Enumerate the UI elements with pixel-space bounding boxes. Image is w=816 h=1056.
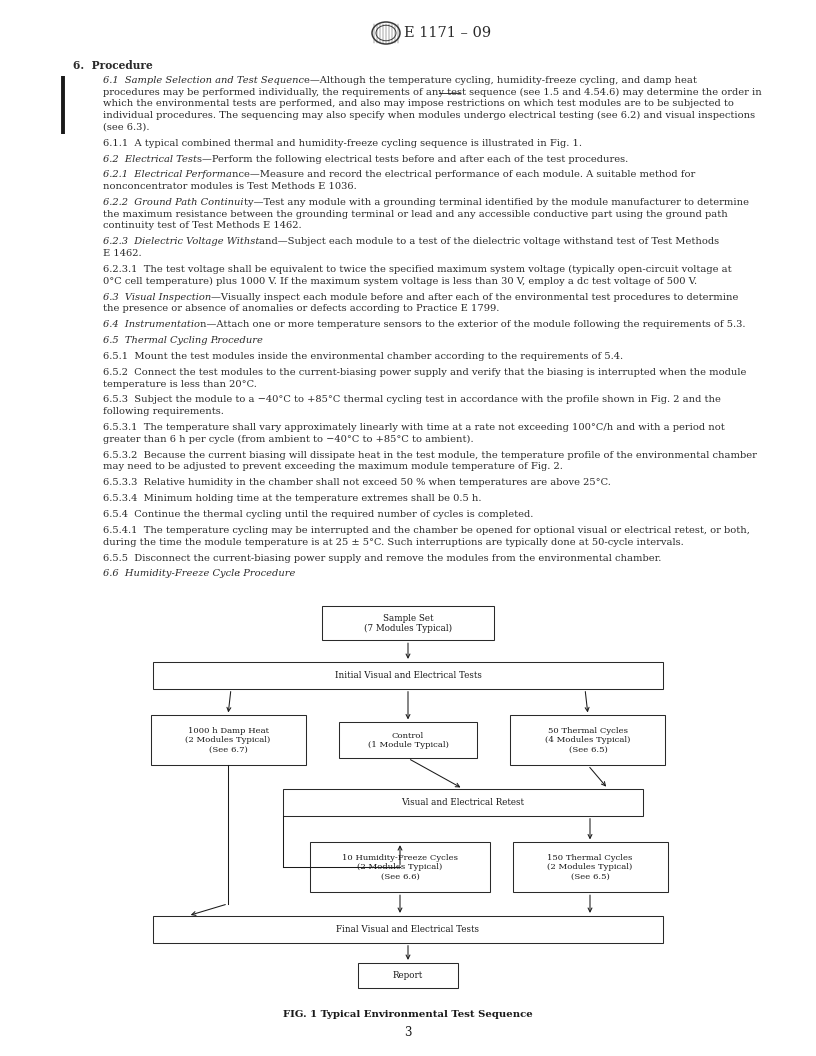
Text: greater than 6 h per cycle (from ambient to −40°C to +85°C to ambient).: greater than 6 h per cycle (from ambient… — [103, 435, 473, 444]
Text: nonconcentrator modules is Test Methods E 1036.: nonconcentrator modules is Test Methods … — [103, 182, 357, 191]
Text: :: : — [237, 569, 240, 579]
Text: continuity test of Test Methods E 1462.: continuity test of Test Methods E 1462. — [103, 222, 302, 230]
FancyBboxPatch shape — [339, 722, 477, 758]
Text: 6.2.3.1  The test voltage shall be equivalent to twice the specified maximum sys: 6.2.3.1 The test voltage shall be equiva… — [103, 265, 732, 274]
FancyBboxPatch shape — [511, 715, 666, 766]
Text: 6.2  Electrical Test: 6.2 Electrical Test — [103, 154, 197, 164]
Text: 6.5.3  Subject the module to a −40°C to +85°C thermal cycling test in accordance: 6.5.3 Subject the module to a −40°C to +… — [103, 395, 721, 404]
Text: 3: 3 — [404, 1026, 412, 1039]
Text: Sample Set
(7 Modules Typical): Sample Set (7 Modules Typical) — [364, 614, 452, 634]
Text: 6.5.3.4  Minimum holding time at the temperature extremes shall be 0.5 h.: 6.5.3.4 Minimum holding time at the temp… — [103, 494, 481, 503]
Text: 10 Humidity-Freeze Cycles
(2 Modules Typical)
(See 6.6): 10 Humidity-Freeze Cycles (2 Modules Typ… — [342, 854, 458, 881]
Text: E 1462.: E 1462. — [103, 249, 142, 258]
Text: 6.1.1  A typical combined thermal and humidity-freeze cycling sequence is illust: 6.1.1 A typical combined thermal and hum… — [103, 138, 582, 148]
Text: 6.5.1  Mount the test modules inside the environmental chamber according to the : 6.5.1 Mount the test modules inside the … — [103, 352, 623, 361]
Text: 6.  Procedure: 6. Procedure — [73, 60, 153, 71]
Text: procedures may be performed individually, the requirements of any test sequence : procedures may be performed individually… — [103, 88, 762, 97]
Text: nce—Measure and record the electrical performance of each module. A suitable met: nce—Measure and record the electrical pe… — [232, 170, 695, 180]
Text: 50 Thermal Cycles
(4 Modules Typical)
(See 6.5): 50 Thermal Cycles (4 Modules Typical) (S… — [545, 728, 631, 754]
FancyBboxPatch shape — [358, 963, 458, 987]
FancyBboxPatch shape — [153, 916, 663, 943]
Text: 0°C cell temperature) plus 1000 V. If the maximum system voltage is less than 30: 0°C cell temperature) plus 1000 V. If th… — [103, 277, 697, 286]
Text: the maximum resistance between the grounding terminal or lead and any accessible: the maximum resistance between the groun… — [103, 210, 728, 219]
Text: 150 Thermal Cycles
(2 Modules Typical)
(See 6.5): 150 Thermal Cycles (2 Modules Typical) (… — [548, 854, 632, 881]
Text: 6.5.5  Disconnect the current-biasing power supply and remove the modules from t: 6.5.5 Disconnect the current-biasing pow… — [103, 553, 662, 563]
Text: 6.5.2  Connect the test modules to the current-biasing power supply and verify t: 6.5.2 Connect the test modules to the cu… — [103, 367, 747, 377]
Text: FIG. 1 Typical Environmental Test Sequence: FIG. 1 Typical Environmental Test Sequen… — [283, 1010, 533, 1019]
FancyBboxPatch shape — [283, 789, 643, 816]
Text: 6.1  Sample Selection and Test Sequenc: 6.1 Sample Selection and Test Sequenc — [103, 76, 304, 84]
Text: Report: Report — [392, 970, 424, 980]
Text: and—Subject each module to a test of the dielectric voltage withstand test of Te: and—Subject each module to a test of the… — [259, 238, 720, 246]
Text: e—Although the temperature cycling, humidity-freeze cycling, and damp heat: e—Although the temperature cycling, humi… — [304, 76, 697, 84]
FancyBboxPatch shape — [310, 843, 490, 892]
Text: Initial Visual and Electrical Tests: Initial Visual and Electrical Tests — [335, 671, 481, 680]
Text: 6.5.3.2  Because the current biasing will dissipate heat in the test module, the: 6.5.3.2 Because the current biasing will… — [103, 451, 757, 459]
Text: 6.5.4  Continue the thermal cycling until the required number of cycles is compl: 6.5.4 Continue the thermal cycling until… — [103, 510, 534, 518]
Text: 6.3  Visual Inspection: 6.3 Visual Inspection — [103, 293, 211, 302]
FancyBboxPatch shape — [512, 843, 667, 892]
Text: the presence or absence of anomalies or defects according to Practice E 1799.: the presence or absence of anomalies or … — [103, 304, 499, 314]
Text: Visual and Electrical Retest: Visual and Electrical Retest — [401, 797, 525, 807]
Text: during the time the module temperature is at 25 ± 5°C. Such interruptions are ty: during the time the module temperature i… — [103, 538, 684, 547]
Text: n—Attach one or more temperature sensors to the exterior of the module following: n—Attach one or more temperature sensors… — [200, 320, 746, 329]
Text: 6.5.3.1  The temperature shall vary approximately linearly with time at a rate n: 6.5.3.1 The temperature shall vary appro… — [103, 423, 725, 432]
Text: temperature is less than 20°C.: temperature is less than 20°C. — [103, 379, 257, 389]
Text: :: : — [215, 336, 218, 345]
Text: (see 6.3).: (see 6.3). — [103, 122, 149, 132]
FancyBboxPatch shape — [322, 606, 494, 640]
Text: following requirements.: following requirements. — [103, 408, 224, 416]
Text: —Visually inspect each module before and after each of the environmental test pr: —Visually inspect each module before and… — [211, 293, 738, 302]
Text: 6.2.3  Dielectric Voltage Withst: 6.2.3 Dielectric Voltage Withst — [103, 238, 259, 246]
Text: E 1171 – 09: E 1171 – 09 — [405, 26, 491, 40]
Text: s—Perform the following electrical tests before and after each of the test proce: s—Perform the following electrical tests… — [197, 154, 628, 164]
Text: 6.5.4.1  The temperature cycling may be interrupted and the chamber be opened fo: 6.5.4.1 The temperature cycling may be i… — [103, 526, 750, 535]
Text: individual procedures. The sequencing may also specify when modules undergo elec: individual procedures. The sequencing ma… — [103, 111, 755, 120]
Text: which the environmental tests are performed, and also may impose restrictions on: which the environmental tests are perfor… — [103, 99, 734, 109]
Text: 6.2.1  Electrical Performa: 6.2.1 Electrical Performa — [103, 170, 232, 180]
Text: Control
(1 Module Typical): Control (1 Module Typical) — [367, 732, 449, 749]
Text: 6.6  Humidity-Freeze Cycle Procedure: 6.6 Humidity-Freeze Cycle Procedure — [103, 569, 295, 579]
Text: 6.2.2  Ground Path Continui: 6.2.2 Ground Path Continui — [103, 199, 243, 207]
FancyBboxPatch shape — [153, 662, 663, 689]
Text: 6.4  Instrumentatio: 6.4 Instrumentatio — [103, 320, 200, 329]
Text: 6.5  Thermal Cycling Procedure: 6.5 Thermal Cycling Procedure — [103, 336, 263, 345]
Text: Final Visual and Electrical Tests: Final Visual and Electrical Tests — [336, 925, 480, 934]
Text: ty—Test any module with a grounding terminal identified by the module manufactur: ty—Test any module with a grounding term… — [243, 199, 748, 207]
Text: may need to be adjusted to prevent exceeding the maximum module temperature of F: may need to be adjusted to prevent excee… — [103, 463, 563, 471]
FancyBboxPatch shape — [150, 715, 305, 766]
Text: 1000 h Damp Heat
(2 Modules Typical)
(See 6.7): 1000 h Damp Heat (2 Modules Typical) (Se… — [185, 728, 271, 754]
Text: 6.5.3.3  Relative humidity in the chamber shall not exceed 50 % when temperature: 6.5.3.3 Relative humidity in the chamber… — [103, 478, 611, 487]
